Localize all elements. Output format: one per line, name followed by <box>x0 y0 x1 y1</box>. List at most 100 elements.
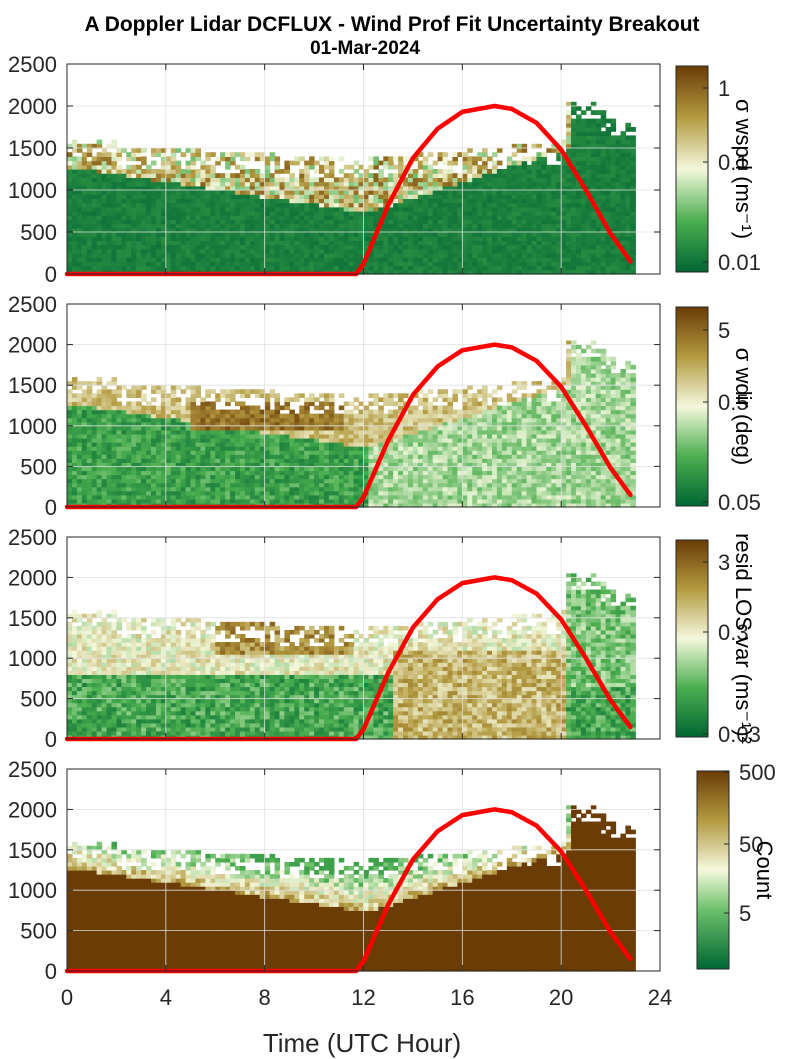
heatmap-cell <box>205 257 211 262</box>
heatmap-cell <box>254 413 261 419</box>
heatmap-cell <box>333 253 340 258</box>
heatmap-cell <box>205 401 211 407</box>
heatmap-cell <box>141 202 147 208</box>
heatmap-cell <box>220 478 226 484</box>
heatmap-cell <box>343 253 350 258</box>
heatmap-cell <box>101 401 108 407</box>
heatmap-cell <box>170 490 177 496</box>
heatmap-cell <box>239 261 246 267</box>
heatmap-cell <box>348 181 355 187</box>
heatmap-cell <box>452 215 458 220</box>
heatmap-cell <box>566 206 572 212</box>
heatmap-cell <box>274 169 281 174</box>
heatmap-cell <box>600 131 607 136</box>
heatmap-cell <box>289 417 295 423</box>
heatmap-cell <box>398 265 404 271</box>
heatmap-cell <box>358 185 365 191</box>
heatmap-cell <box>210 202 216 208</box>
heatmap-cell <box>264 160 271 166</box>
heatmap-cell <box>190 470 197 476</box>
heatmap-cell <box>244 446 251 451</box>
heatmap-cell <box>185 462 192 467</box>
heatmap-cell <box>131 417 137 423</box>
heatmap-cell <box>348 215 355 220</box>
heatmap-cell <box>235 253 241 258</box>
heatmap-cell <box>155 433 162 439</box>
heatmap-cell <box>304 248 310 254</box>
heatmap-cell <box>314 160 320 166</box>
heatmap-cell <box>487 198 493 204</box>
heatmap-cell <box>442 240 449 246</box>
heatmap-cell <box>531 269 538 275</box>
heatmap-cell <box>131 498 137 504</box>
heatmap-cell <box>284 265 290 271</box>
heatmap-cell <box>235 494 241 500</box>
heatmap-cell <box>76 478 83 484</box>
heatmap-cell <box>343 211 350 216</box>
heatmap-cell <box>185 227 192 233</box>
heatmap-cell <box>264 202 271 208</box>
heatmap-cell <box>225 494 231 500</box>
heatmap-cell <box>210 490 216 496</box>
heatmap-cell <box>393 173 399 178</box>
heatmap-cell <box>373 269 379 275</box>
heatmap-cell <box>561 177 567 183</box>
heatmap-cell <box>210 219 216 225</box>
heatmap-cell <box>67 240 73 246</box>
heatmap-cell <box>170 385 177 390</box>
heatmap-cell <box>131 232 137 237</box>
heatmap-cell <box>536 269 542 275</box>
heatmap-cell <box>590 131 597 136</box>
heatmap-cell <box>101 433 108 439</box>
heatmap-cell <box>442 215 449 220</box>
heatmap-cell <box>67 219 73 225</box>
heatmap-cell <box>126 181 132 187</box>
heatmap-cell <box>205 227 211 233</box>
heatmap-cell <box>249 202 256 208</box>
heatmap-cell <box>615 185 622 191</box>
heatmap-cell <box>230 152 236 157</box>
heatmap-cell <box>417 261 424 267</box>
heatmap-cell <box>96 248 103 254</box>
heatmap-cell <box>111 486 118 492</box>
heatmap-cell <box>615 139 622 145</box>
heatmap-cell <box>269 393 276 398</box>
heatmap-cell <box>220 215 226 220</box>
heatmap-cell <box>358 253 365 258</box>
heatmap-cell <box>141 498 147 504</box>
heatmap-cell <box>146 401 152 407</box>
heatmap-cell <box>131 462 137 467</box>
heatmap-cell <box>536 181 542 187</box>
heatmap-cell <box>269 198 276 204</box>
heatmap-cell <box>116 257 122 262</box>
heatmap-cell <box>477 236 483 241</box>
heatmap-cell <box>190 437 197 443</box>
heatmap-cell <box>264 498 271 504</box>
heatmap-cell <box>323 219 330 225</box>
heatmap-cell <box>511 185 518 191</box>
heatmap-cell <box>417 152 424 157</box>
heatmap-cell <box>625 160 631 166</box>
heatmap-cell <box>210 442 216 447</box>
heatmap-cell <box>284 413 290 419</box>
heatmap-cell <box>556 261 562 267</box>
heatmap-cell <box>447 181 454 187</box>
heatmap-cell <box>121 482 127 488</box>
heatmap-cell <box>625 148 631 153</box>
heatmap-cell <box>605 265 612 271</box>
heatmap-cell <box>165 253 172 258</box>
heatmap-cell <box>101 450 108 455</box>
heatmap-cell <box>141 253 147 258</box>
heatmap-cell <box>353 223 360 229</box>
heatmap-cell <box>314 413 320 419</box>
heatmap-cell <box>160 215 167 220</box>
heatmap-cell <box>126 190 132 195</box>
heatmap-cell <box>531 164 538 170</box>
heatmap-cell <box>294 470 300 476</box>
heatmap-cell <box>284 232 290 237</box>
heatmap-cell <box>155 413 162 419</box>
heatmap-cell <box>403 253 409 258</box>
heatmap-cell <box>378 240 384 246</box>
heatmap-cell <box>284 248 290 254</box>
heatmap-cell <box>358 433 365 439</box>
